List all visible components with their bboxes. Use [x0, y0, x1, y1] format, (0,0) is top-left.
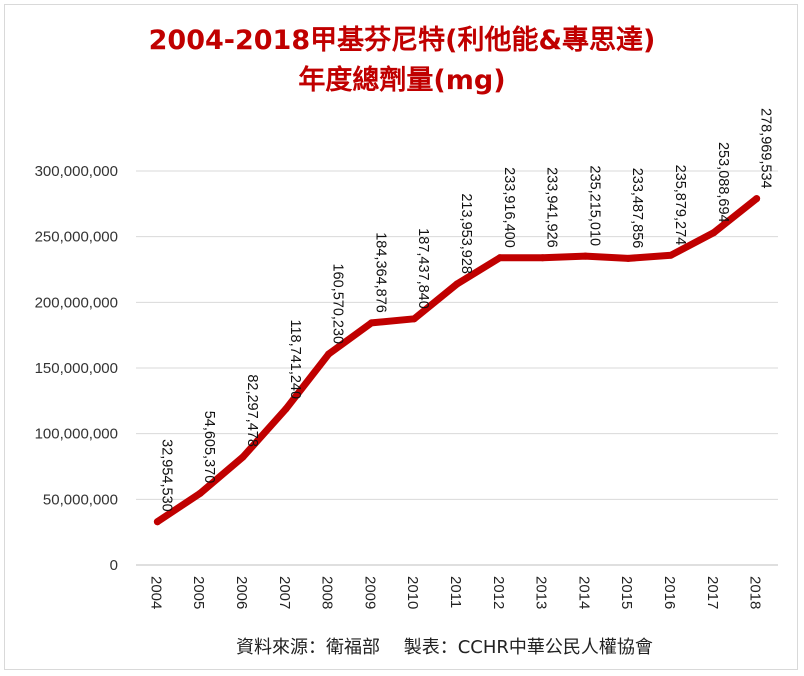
data-label: 213,953,928	[458, 193, 474, 274]
x-tick-label: 2017	[704, 576, 721, 609]
data-label: 160,570,230	[330, 263, 346, 344]
data-point	[539, 254, 547, 262]
x-tick-label: 2011	[447, 576, 464, 608]
data-point	[667, 251, 675, 259]
data-label: 184,364,876	[372, 232, 388, 313]
data-point	[239, 453, 247, 461]
y-tick-label: 100,000,000	[35, 426, 118, 443]
data-point	[282, 405, 290, 413]
data-label: 32,954,530	[158, 439, 174, 512]
data-label: 235,215,010	[586, 165, 602, 246]
data-label: 233,487,856	[629, 168, 645, 249]
x-tick-label: 2015	[618, 576, 635, 609]
data-point	[410, 315, 418, 323]
x-tick-label: 2010	[404, 576, 421, 609]
data-label: 54,605,370	[201, 411, 217, 484]
data-point	[196, 489, 204, 497]
x-tick-label: 2004	[147, 576, 164, 609]
x-tick-label: 2016	[661, 576, 678, 609]
x-tick-label: 2007	[276, 576, 293, 609]
y-tick-label: 250,000,000	[35, 229, 118, 246]
y-tick-label: 300,000,000	[35, 163, 118, 180]
x-tick-label: 2008	[319, 576, 336, 609]
series-line	[153, 195, 761, 526]
data-point	[453, 280, 461, 288]
y-tick-label: 0	[110, 557, 118, 574]
data-label: 235,879,274	[672, 165, 688, 246]
data-point	[581, 252, 589, 260]
chart-title: 2004-2018甲基芬尼特(利他能&專思達)	[148, 25, 656, 56]
x-tick-label: 2018	[747, 576, 764, 609]
data-point	[325, 350, 333, 358]
data-label: 82,297,478	[244, 374, 260, 447]
data-point	[153, 518, 161, 526]
x-tick-label: 2009	[361, 576, 378, 609]
x-tick-label: 2012	[490, 576, 507, 609]
data-label: 233,916,400	[501, 167, 517, 248]
data-point	[496, 254, 504, 262]
x-tick-label: 2006	[233, 576, 250, 609]
x-tick-label: 2014	[575, 576, 592, 609]
x-tick-label: 2013	[533, 576, 550, 609]
source-note: 資料來源：衛福部 製表：CCHR中華公民人權協會	[236, 637, 653, 658]
data-label: 187,437,840	[415, 228, 431, 309]
data-label: 118,741,240	[287, 319, 303, 399]
y-tick-label: 150,000,000	[35, 360, 118, 377]
chart-subtitle: 年度總劑量(mg)	[298, 65, 506, 96]
data-point	[624, 254, 632, 262]
data-point	[710, 229, 718, 237]
chart-frame	[4, 4, 798, 670]
data-point	[367, 319, 375, 327]
y-tick-label: 200,000,000	[35, 294, 118, 311]
data-label: 233,941,926	[544, 167, 560, 248]
x-tick-label: 2005	[190, 576, 207, 609]
data-label: 253,088,694	[715, 142, 731, 223]
data-label: 278,969,534	[758, 108, 774, 189]
y-tick-label: 50,000,000	[43, 491, 118, 508]
data-point	[753, 195, 761, 203]
